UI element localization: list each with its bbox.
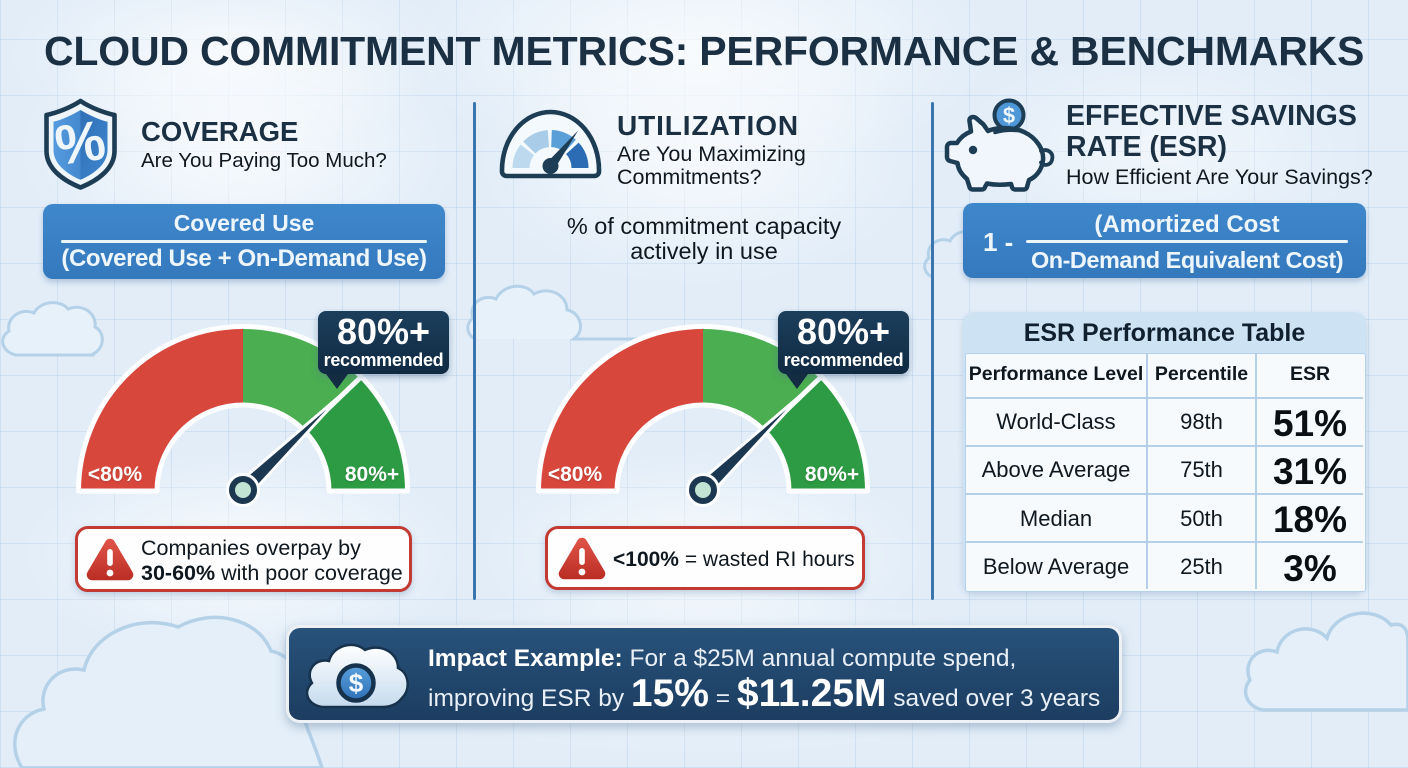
svg-text:$: $	[349, 668, 364, 698]
svg-text:%: %	[51, 108, 109, 177]
svg-text:$: $	[1003, 103, 1015, 128]
